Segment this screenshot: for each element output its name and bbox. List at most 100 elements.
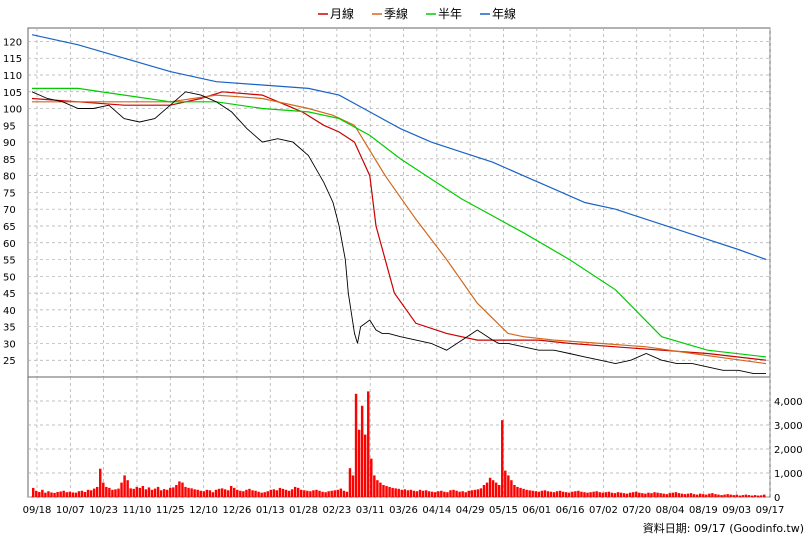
x-tick-label: 07/20 — [622, 505, 651, 516]
volume-bar — [363, 434, 367, 497]
volume-bar — [345, 491, 349, 497]
volume-bar — [135, 486, 138, 497]
volume-bar — [482, 485, 486, 497]
price-tick-label: 105 — [3, 88, 22, 99]
volume-bar — [80, 490, 84, 497]
volume-bar — [741, 495, 745, 497]
volume-bar — [604, 492, 608, 497]
legend: 月線 季線 半年 年線 — [318, 6, 516, 21]
volume-bar — [616, 492, 620, 497]
volume-bar — [89, 490, 93, 497]
volume-bar — [321, 491, 324, 497]
volume-bar — [427, 491, 431, 497]
volume-bar — [543, 490, 547, 497]
volume-bar — [708, 493, 711, 497]
volume-bar — [647, 492, 650, 497]
price-close-line — [31, 91, 766, 375]
volume-bar — [293, 486, 297, 497]
volume-bar — [184, 486, 187, 497]
volume-bar — [214, 489, 218, 497]
volume-bar — [248, 488, 251, 497]
volume-bar — [689, 493, 693, 497]
volume-bar — [339, 488, 343, 497]
volume-bar — [644, 493, 647, 497]
volume-bar — [571, 491, 574, 497]
volume-bar — [327, 491, 330, 497]
volume-bar — [738, 495, 742, 497]
volume-bar — [53, 492, 56, 497]
volume-bar — [71, 492, 75, 497]
volume-bar — [233, 487, 236, 497]
volume-bar — [351, 475, 355, 497]
x-tick-label: 03/26 — [389, 505, 418, 516]
volume-tick-label: 3,000 — [774, 421, 803, 432]
volume-bar — [744, 494, 748, 497]
volume-bar — [102, 482, 105, 497]
volume-bar — [382, 485, 385, 497]
volume-bar — [641, 493, 644, 497]
volume-bar — [686, 493, 690, 497]
x-tick-label: 12/10 — [189, 505, 218, 516]
volume-bar — [199, 490, 202, 497]
volume-bar — [187, 487, 190, 497]
volume-bar — [735, 494, 738, 497]
volume-bar — [726, 494, 729, 497]
volume-bar — [147, 487, 151, 497]
volume-bar — [662, 493, 665, 497]
x-tick-label: 08/04 — [656, 505, 685, 516]
volume-y-axis: 0 1,000 2,000 3,000 4,000 — [774, 397, 803, 504]
volume-bar — [202, 491, 206, 497]
volume-bar — [695, 494, 699, 497]
legend-label-0: 月線 — [330, 6, 354, 21]
volume-bar — [175, 485, 178, 497]
volume-bar — [613, 493, 617, 497]
volume-bar — [504, 470, 507, 497]
volume-bar — [531, 490, 534, 497]
volume-bar — [507, 475, 510, 497]
volume-bar — [287, 490, 291, 497]
volume-bar — [467, 490, 470, 497]
price-tick-label: 110 — [3, 71, 22, 82]
volume-bar — [312, 490, 315, 497]
volume-bar — [138, 487, 142, 497]
volume-bar — [269, 489, 273, 497]
volume-bar — [513, 485, 516, 497]
price-panel-frame — [27, 27, 771, 378]
x-tick-label: 10/07 — [56, 505, 85, 516]
volume-bar — [598, 492, 601, 497]
volume-bar — [711, 493, 714, 497]
volume-bar — [318, 490, 321, 497]
volume-bar — [373, 475, 376, 497]
volume-bar — [38, 491, 41, 497]
volume-bar — [59, 491, 62, 497]
volume-bar — [132, 488, 135, 497]
x-tick-label: 10/23 — [89, 505, 118, 516]
price-tick-label: 60 — [3, 239, 16, 250]
volume-bar — [205, 489, 209, 497]
volume-bar — [485, 482, 489, 497]
volume-bar — [501, 420, 504, 497]
volume-bar — [217, 488, 221, 497]
volume-bar — [166, 489, 169, 497]
ma-line-1 — [32, 94, 767, 365]
volume-tick-label: 2,000 — [774, 445, 803, 456]
volume-bar — [631, 492, 635, 497]
volume-bar — [592, 491, 595, 497]
volume-bar — [589, 492, 592, 497]
volume-bar — [555, 491, 559, 497]
volume-bar — [476, 489, 480, 497]
volume-bar — [437, 491, 440, 497]
volume-bar — [284, 489, 288, 497]
volume-bar — [181, 482, 184, 497]
volume-bar — [491, 480, 495, 497]
volume-bar — [683, 494, 687, 497]
volume-bar — [129, 488, 132, 497]
volume-bar — [705, 494, 708, 497]
volume-bar — [671, 492, 675, 497]
x-axis: 09/18 10/07 10/23 11/10 11/25 12/10 12/26 01/13… — [23, 505, 785, 516]
volume-bars — [32, 391, 766, 497]
volume-bar — [242, 491, 245, 497]
volume-bar — [126, 480, 129, 497]
volume-tick-label: 1,000 — [774, 469, 803, 480]
volume-bar — [406, 490, 410, 497]
